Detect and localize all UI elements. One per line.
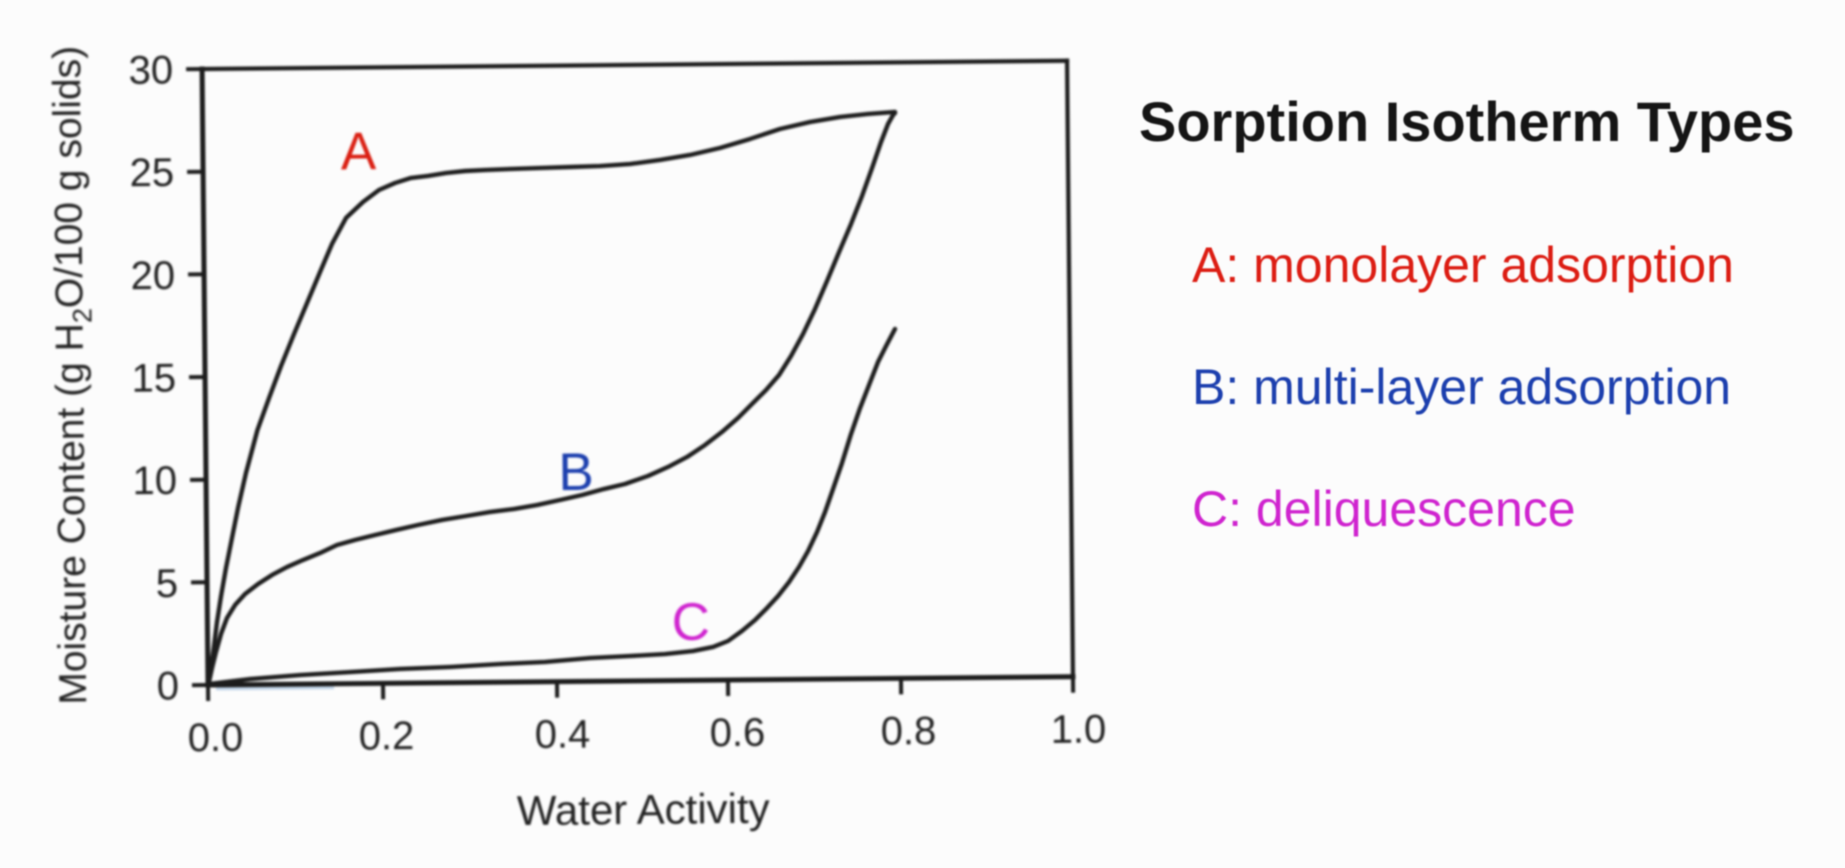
svg-text:C: C	[671, 593, 710, 652]
svg-text:10: 10	[132, 459, 177, 503]
svg-text:Sorption Isotherm Types: Sorption Isotherm Types	[1139, 90, 1794, 153]
svg-text:30: 30	[128, 48, 173, 92]
svg-text:0.8: 0.8	[880, 709, 936, 754]
svg-text:0.6: 0.6	[709, 711, 765, 756]
svg-text:0.2: 0.2	[358, 714, 414, 759]
svg-text:A: monolayer adsorption: A: monolayer adsorption	[1192, 237, 1734, 293]
svg-text:C: deliquescence: C: deliquescence	[1192, 481, 1576, 537]
svg-text:1.0: 1.0	[1050, 707, 1106, 752]
svg-text:A: A	[341, 122, 378, 181]
svg-text:20: 20	[130, 254, 175, 298]
svg-text:15: 15	[131, 356, 176, 400]
svg-text:0: 0	[157, 664, 180, 708]
svg-text:B: B	[558, 443, 594, 502]
svg-text:Water Activity: Water Activity	[517, 785, 770, 834]
svg-text:0.0: 0.0	[187, 716, 243, 761]
svg-text:Moisture Content (g H2O/100 g: Moisture Content (g H2O/100 g solids)	[46, 46, 101, 705]
svg-text:B: multi-layer adsorption: B: multi-layer adsorption	[1192, 359, 1731, 415]
svg-text:25: 25	[129, 151, 174, 195]
svg-text:5: 5	[156, 562, 179, 606]
svg-text:0.4: 0.4	[534, 712, 590, 757]
